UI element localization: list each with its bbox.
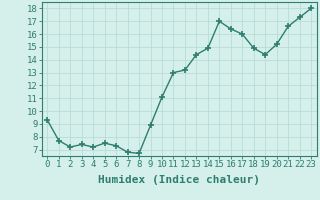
X-axis label: Humidex (Indice chaleur): Humidex (Indice chaleur) [98, 175, 260, 185]
